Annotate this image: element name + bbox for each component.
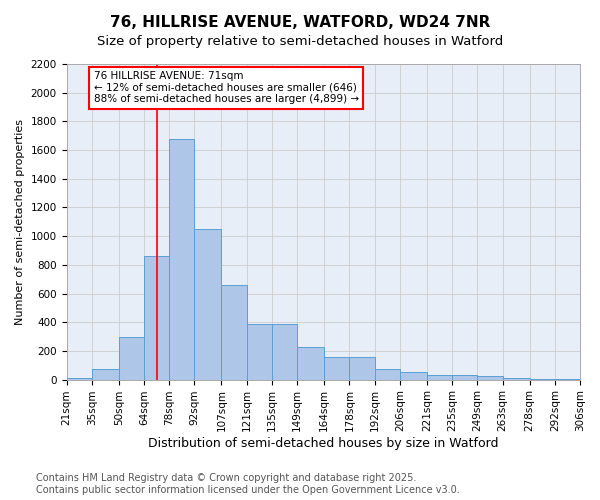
Bar <box>297 346 324 380</box>
Bar <box>427 376 452 380</box>
Bar <box>530 379 555 380</box>
Bar <box>247 324 272 380</box>
Bar <box>272 324 297 380</box>
Bar <box>92 369 119 380</box>
Bar <box>194 229 221 380</box>
Text: Contains HM Land Registry data © Crown copyright and database right 2025.
Contai: Contains HM Land Registry data © Crown c… <box>36 474 460 495</box>
Bar <box>478 376 503 380</box>
Y-axis label: Number of semi-detached properties: Number of semi-detached properties <box>15 119 25 325</box>
Text: Size of property relative to semi-detached houses in Watford: Size of property relative to semi-detach… <box>97 35 503 48</box>
Bar <box>555 379 580 380</box>
Bar <box>349 356 374 380</box>
Bar <box>119 336 144 380</box>
Bar <box>400 372 427 380</box>
Text: 76 HILLRISE AVENUE: 71sqm
← 12% of semi-detached houses are smaller (646)
88% of: 76 HILLRISE AVENUE: 71sqm ← 12% of semi-… <box>94 71 359 104</box>
Bar <box>144 256 169 380</box>
Bar <box>452 376 478 380</box>
Bar <box>221 285 247 380</box>
Bar <box>374 369 400 380</box>
Bar <box>324 356 349 380</box>
Text: 76, HILLRISE AVENUE, WATFORD, WD24 7NR: 76, HILLRISE AVENUE, WATFORD, WD24 7NR <box>110 15 490 30</box>
X-axis label: Distribution of semi-detached houses by size in Watford: Distribution of semi-detached houses by … <box>148 437 499 450</box>
Bar <box>67 378 92 380</box>
Bar <box>169 138 194 380</box>
Bar <box>503 378 530 380</box>
